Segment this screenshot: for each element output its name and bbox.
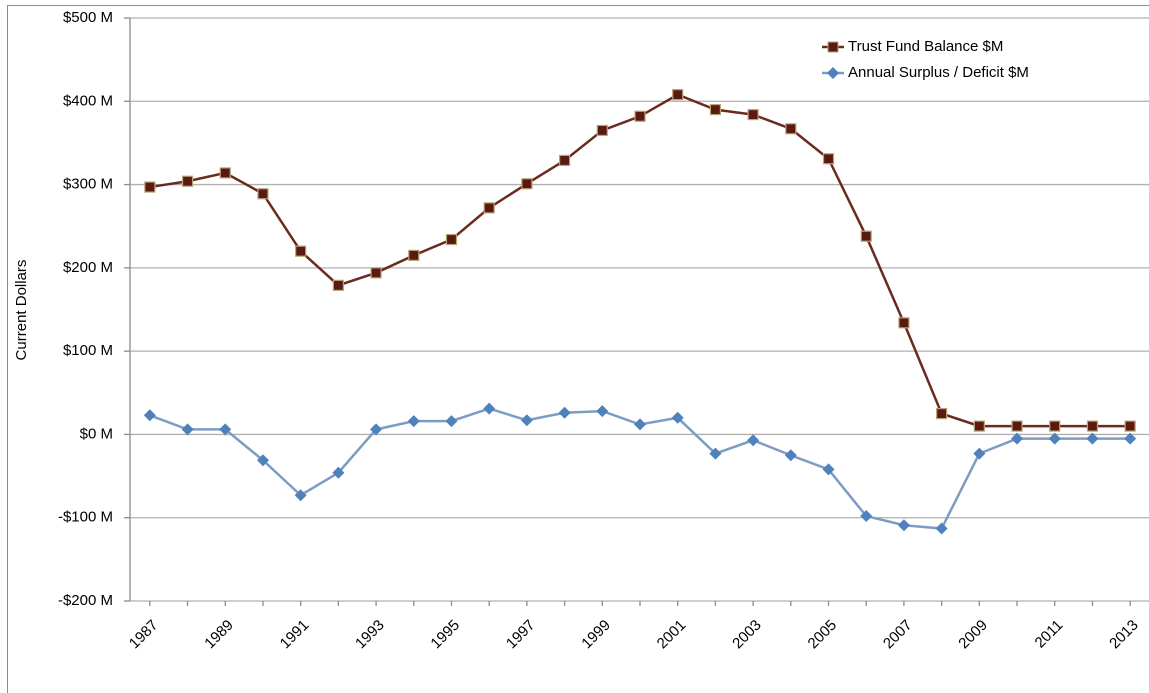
- legend-marker: [827, 41, 839, 53]
- y-tick-label: $500 M: [63, 9, 113, 26]
- marker: [747, 434, 760, 447]
- marker: [257, 188, 269, 200]
- marker: [295, 245, 307, 257]
- x-tick-label: 1999: [578, 617, 614, 653]
- marker: [558, 154, 571, 167]
- legend-marker: [827, 67, 839, 79]
- marker: [822, 153, 835, 165]
- x-tick-label: 2009: [955, 617, 991, 653]
- marker: [784, 449, 797, 462]
- marker: [1086, 420, 1099, 432]
- marker: [973, 420, 985, 432]
- marker: [1049, 420, 1061, 432]
- marker: [709, 447, 722, 460]
- marker: [521, 178, 533, 190]
- chart-border: [7, 5, 1149, 693]
- legend-label: Trust Fund Balance $M: [848, 38, 1003, 55]
- x-tick-label: 2013: [1106, 617, 1142, 653]
- marker: [672, 89, 684, 101]
- marker: [822, 463, 835, 476]
- x-tick-label: 2007: [880, 617, 916, 653]
- marker: [332, 466, 345, 479]
- marker: [445, 233, 458, 246]
- marker: [181, 423, 194, 436]
- marker: [294, 489, 307, 502]
- marker: [634, 110, 646, 122]
- y-tick-label: $300 M: [63, 176, 113, 193]
- x-tick-label: 2005: [805, 617, 841, 653]
- x-tick-label: 1989: [201, 617, 237, 653]
- marker: [785, 123, 797, 135]
- marker: [181, 175, 194, 187]
- marker: [445, 415, 458, 428]
- x-tick-label: 1997: [503, 617, 539, 653]
- x-tick-label: 2001: [654, 617, 690, 653]
- marker: [407, 415, 420, 428]
- x-tick-label: 1987: [126, 617, 162, 653]
- marker: [483, 402, 496, 415]
- marker: [596, 124, 608, 137]
- marker: [634, 418, 646, 431]
- marker: [973, 447, 986, 460]
- y-tick-label: -$100 M: [58, 509, 113, 526]
- marker: [520, 414, 533, 427]
- marker: [1124, 432, 1137, 445]
- marker: [860, 230, 872, 242]
- x-tick-label: 1991: [277, 617, 313, 653]
- marker: [1011, 420, 1023, 432]
- y-tick-label: $100 M: [63, 342, 113, 359]
- y-tick-label: $400 M: [63, 92, 113, 109]
- marker: [219, 423, 232, 436]
- y-tick-label: $200 M: [63, 259, 113, 276]
- marker: [860, 510, 873, 523]
- marker: [370, 267, 382, 279]
- marker: [897, 519, 910, 532]
- x-tick-label: 1995: [427, 617, 463, 653]
- marker: [1124, 420, 1136, 432]
- marker: [370, 423, 383, 436]
- marker: [1011, 432, 1024, 445]
- legend-label: Annual Surplus / Deficit $M: [848, 64, 1029, 81]
- marker: [671, 411, 684, 424]
- marker: [256, 454, 269, 467]
- marker: [898, 317, 910, 329]
- marker: [709, 104, 722, 116]
- marker: [936, 408, 948, 420]
- marker: [935, 522, 948, 535]
- marker: [408, 249, 420, 261]
- marker: [332, 279, 344, 291]
- legend: Trust Fund Balance $M Annual Surplus / De…: [822, 38, 1029, 81]
- y-tick-label: -$200 M: [58, 592, 113, 609]
- x-tick-label: 2003: [729, 617, 765, 653]
- marker: [1086, 432, 1099, 445]
- marker: [747, 109, 759, 121]
- marker: [558, 406, 571, 419]
- y-tick-label: $0 M: [80, 425, 113, 442]
- marker: [483, 202, 495, 214]
- x-tick-label: 1993: [352, 617, 388, 653]
- marker: [143, 409, 156, 422]
- marker: [1048, 432, 1061, 445]
- marker: [144, 181, 156, 193]
- marker: [596, 405, 609, 418]
- y-axis-title: Current Dollars: [13, 260, 30, 361]
- x-tick-label: 2011: [1032, 617, 1067, 652]
- series-line: [149, 93, 1131, 428]
- marker: [219, 167, 231, 179]
